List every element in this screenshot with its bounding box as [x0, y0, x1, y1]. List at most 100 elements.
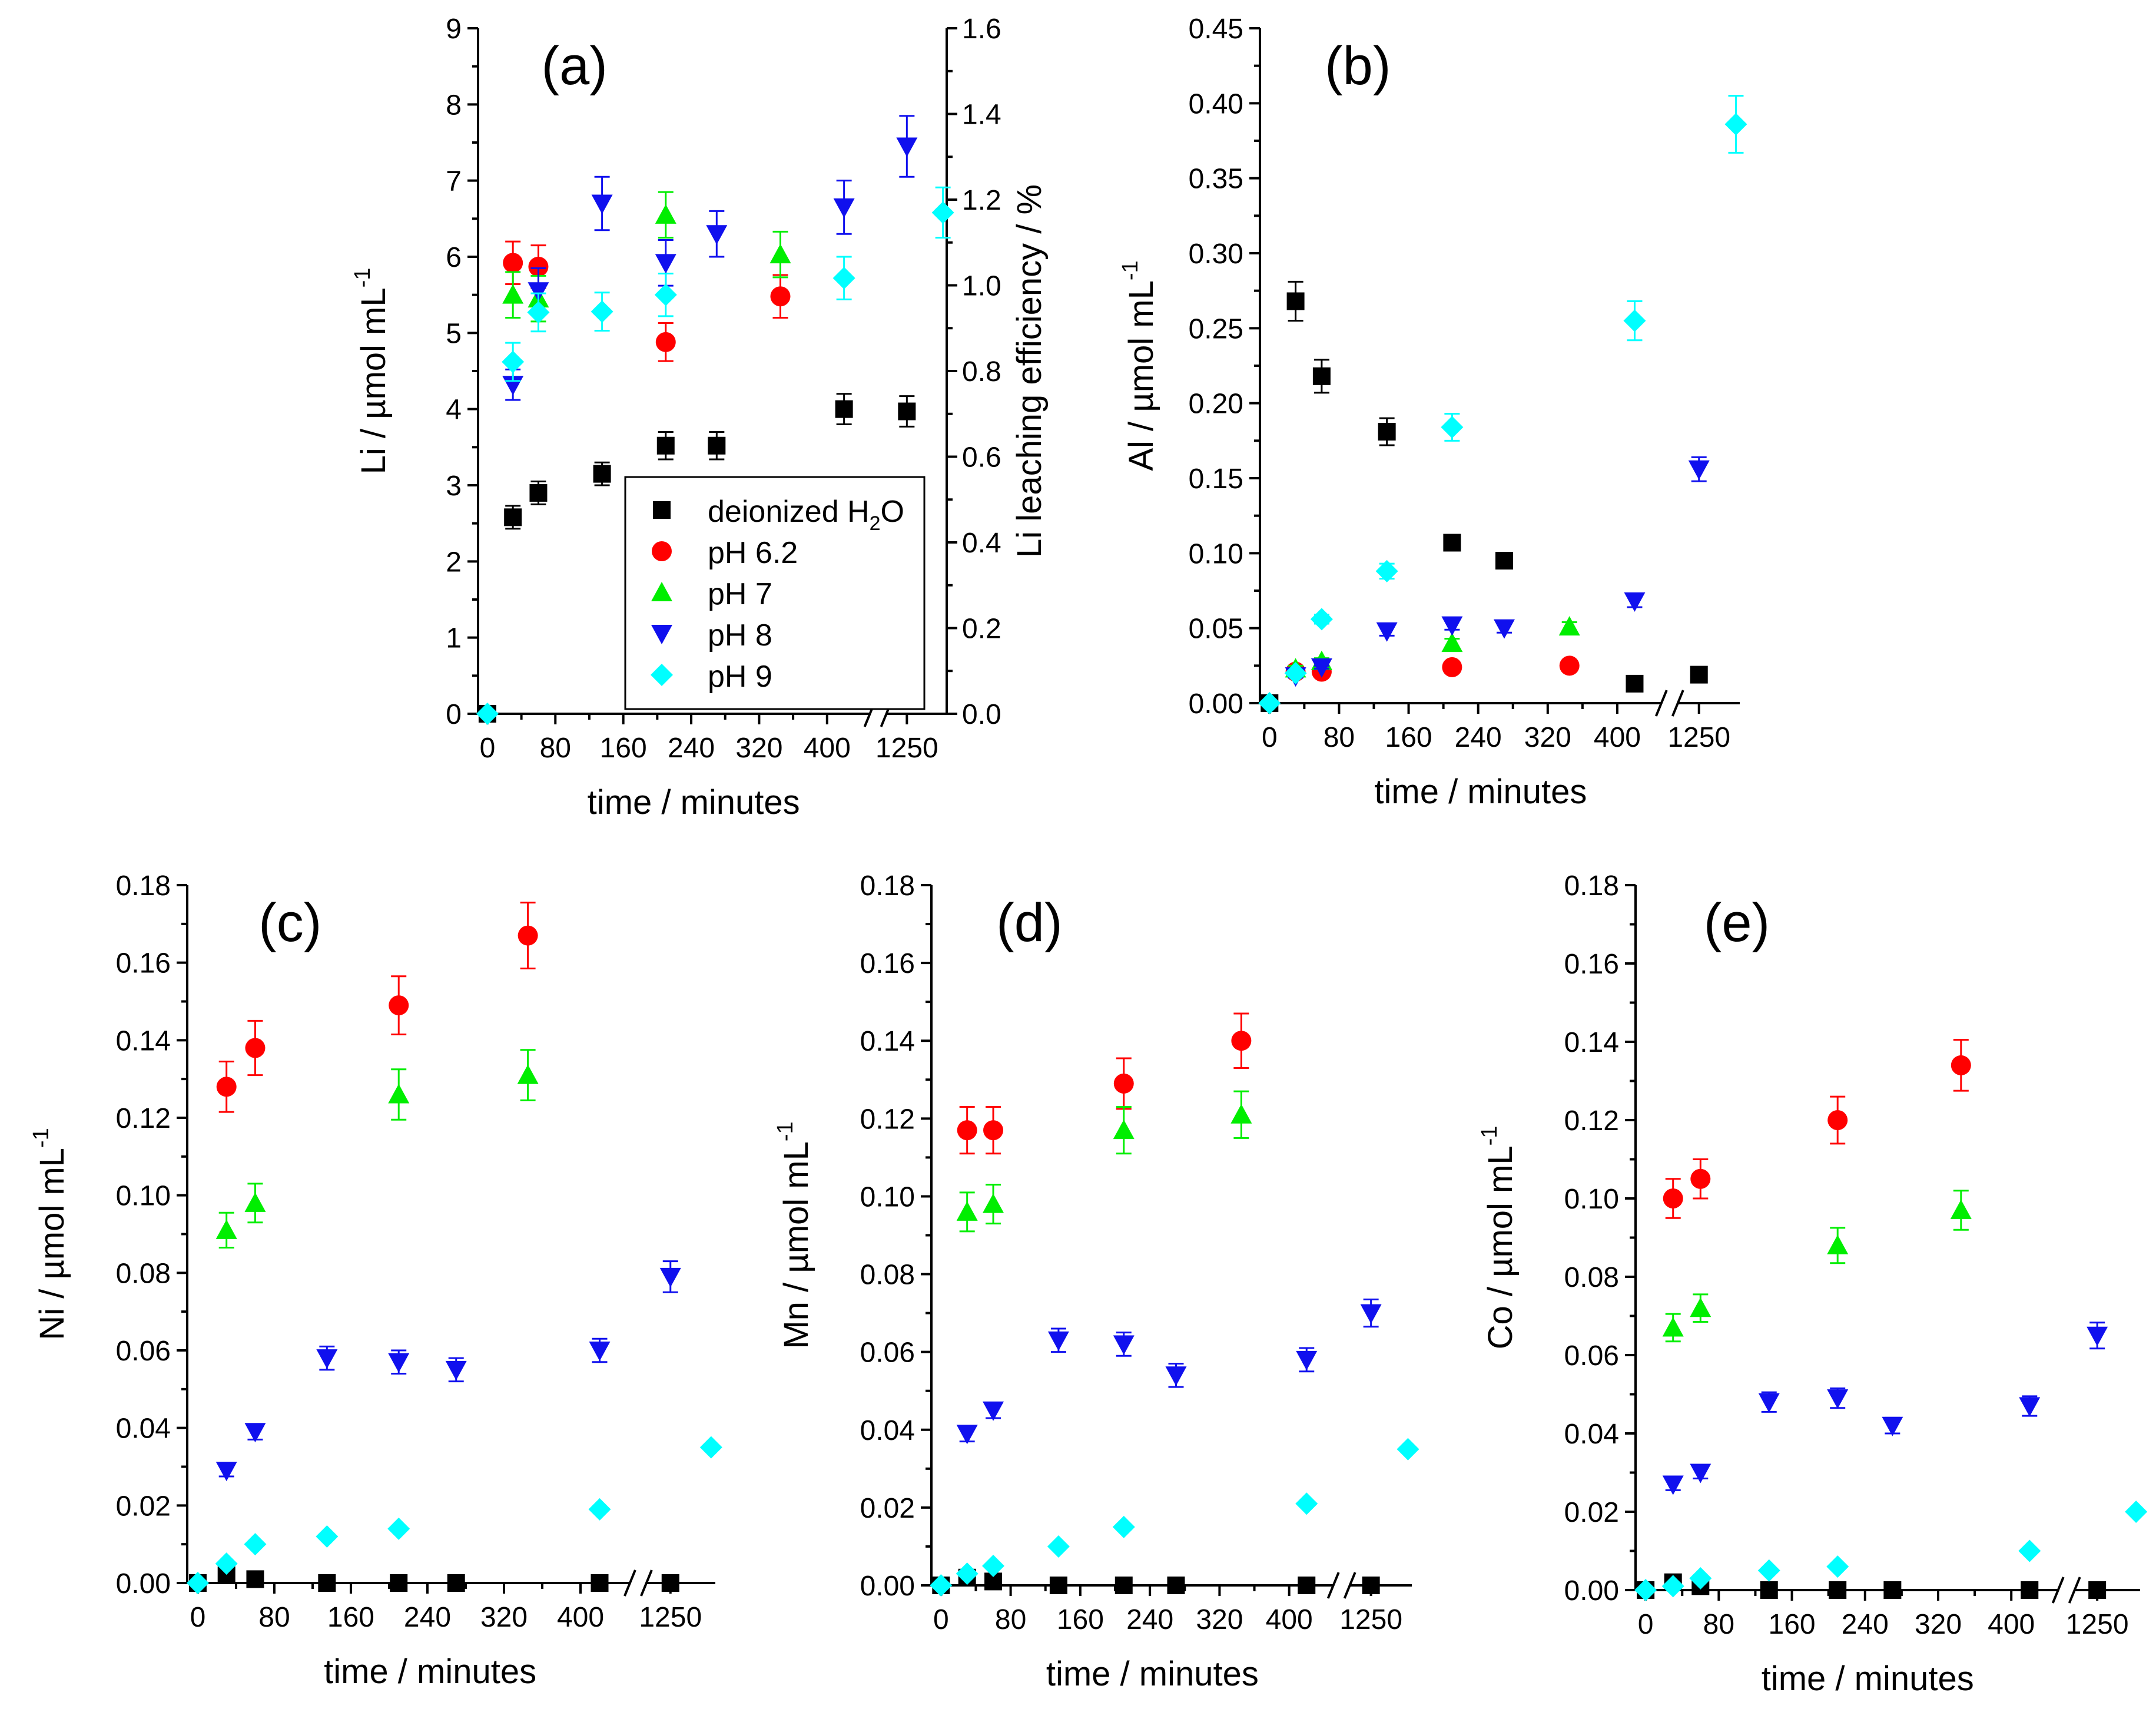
data-point: [1397, 1438, 1419, 1461]
series-ph-6-2: [957, 1012, 1252, 1155]
data-point: [529, 484, 548, 502]
data-point: [1826, 1555, 1849, 1578]
data-point: [216, 1077, 237, 1097]
data-point: [655, 204, 676, 224]
y-tick-label: 0.14: [860, 1026, 915, 1057]
y-axis-title-superscript: -1: [1477, 1126, 1502, 1146]
legend-label-text: pH 7: [708, 577, 772, 611]
legend-marker: [653, 501, 671, 519]
y-tick-label: 0.02: [116, 1491, 171, 1522]
data-point: [1558, 616, 1580, 636]
axis-break-mark: [2068, 1577, 2081, 1604]
series-ph-8: [1285, 456, 1710, 687]
y2-tick-label: 1.2: [962, 185, 1001, 216]
data-point: [1559, 655, 1580, 676]
data-point: [1298, 1577, 1316, 1594]
data-point: [706, 225, 728, 245]
panel-label: (a): [541, 36, 607, 96]
chart-panel-b: 0.00 0.05 0.10 0.15 0.20 0.25 0.30 0.35 0.40 0.45…: [1118, 14, 1747, 811]
data-point: [1688, 460, 1710, 480]
y-tick-label: 0.08: [116, 1258, 171, 1289]
legend-entry-deionized-h2o: deionized H2O: [653, 495, 904, 535]
data-point: [1165, 1366, 1187, 1386]
data-point: [245, 1038, 266, 1058]
data-point: [1113, 1335, 1135, 1355]
y-axis-title-text: Co / µmol mL: [1481, 1145, 1520, 1349]
panel-label: (e): [1704, 893, 1770, 953]
y-axis-title-superscript: -1: [29, 1128, 54, 1148]
series-ph-9: [476, 186, 954, 725]
y-axis-title: Mn / µmol mL-1: [773, 1121, 815, 1349]
panel-label: (b): [1325, 36, 1391, 96]
data-point: [1634, 1579, 1657, 1601]
y-tick-label: 0.16: [860, 948, 915, 979]
x-tick-label: 1250: [1667, 722, 1730, 753]
y-tick-label: 0.02: [1564, 1497, 1619, 1528]
data-point: [930, 1574, 953, 1597]
data-point: [215, 1462, 237, 1482]
data-point: [244, 1533, 267, 1556]
data-point: [833, 198, 855, 218]
axis-break-mark: [623, 1569, 636, 1597]
data-point: [1882, 1416, 1903, 1436]
data-point: [1662, 1317, 1684, 1337]
x-tick-label: 80: [1703, 1609, 1734, 1640]
data-point: [957, 1120, 977, 1141]
data-point: [591, 1574, 609, 1592]
data-point: [528, 256, 549, 277]
legend-marker: [651, 625, 672, 644]
data-point: [1827, 1389, 1849, 1409]
x-tick-label: 160: [1057, 1604, 1104, 1635]
series-ph-9: [1634, 1501, 2148, 1601]
y-tick-label: 0.18: [860, 870, 915, 902]
data-point: [1310, 608, 1333, 631]
series-ph-8: [1662, 1322, 2108, 1495]
data-point: [588, 1498, 611, 1521]
data-point: [1360, 1304, 1382, 1324]
data-point: [1689, 1567, 1712, 1590]
data-point: [527, 301, 550, 324]
data-point: [2088, 1581, 2107, 1599]
data-point: [983, 1193, 1004, 1213]
y-tick-label: 0.16: [116, 948, 171, 979]
series-deionized-h2o: [188, 1566, 679, 1592]
data-point: [1883, 1581, 1902, 1599]
y-axis-title-superscript: -1: [773, 1121, 798, 1141]
y-axis-title: Al / µmol mL-1: [1118, 260, 1160, 471]
x-tick-label: 320: [1196, 1604, 1243, 1635]
data-point: [661, 1574, 679, 1592]
y-tick-label: 0.00: [860, 1571, 915, 1602]
y-axis-title-text: Ni / µmol mL: [33, 1148, 71, 1340]
series-ph-6-2: [1663, 1039, 1971, 1219]
x-tick-label: 0: [190, 1602, 206, 1633]
y-tick-label: 0.12: [1564, 1105, 1619, 1137]
legend-label-text: pH 6.2: [708, 536, 798, 570]
legend-label: pH 7: [708, 577, 772, 611]
y2-tick-label: 0.6: [962, 442, 1001, 473]
x-tick-label: 0: [1638, 1609, 1654, 1640]
data-point: [1362, 1577, 1380, 1594]
data-point: [1663, 1188, 1683, 1208]
data-point: [1113, 1120, 1135, 1140]
y2-tick-label: 1.0: [962, 271, 1001, 302]
series-ph-7: [215, 1049, 539, 1249]
y-tick-label: 0.04: [860, 1415, 915, 1446]
data-point: [502, 350, 525, 373]
data-point: [931, 201, 954, 224]
x-tick-label: 160: [327, 1602, 374, 1633]
y-tick-label: 0.18: [116, 870, 171, 902]
y-tick-label: 0.12: [116, 1103, 171, 1134]
chart-panel-d: 0.00 0.02 0.04 0.06 0.08 0.10 0.12 0.14 0.16 0.18…: [773, 870, 1419, 1693]
chart-panel-c: 0.00 0.02 0.04 0.06 0.08 0.10 0.12 0.14 0.16 0.18…: [29, 870, 722, 1691]
data-point: [1443, 534, 1461, 552]
legend-label-subscript: 2: [870, 512, 881, 535]
legend-marker: [651, 664, 673, 686]
legend-marker: [651, 582, 672, 601]
x-tick-label: 240: [1455, 722, 1502, 753]
legend-frame: [624, 476, 926, 710]
data-point: [318, 1574, 336, 1592]
data-point: [1049, 1577, 1067, 1594]
panel-label: (d): [996, 893, 1062, 953]
y-tick-label: 0.00: [116, 1568, 171, 1600]
x-axis-title: time / minutes: [1762, 1660, 1974, 1698]
